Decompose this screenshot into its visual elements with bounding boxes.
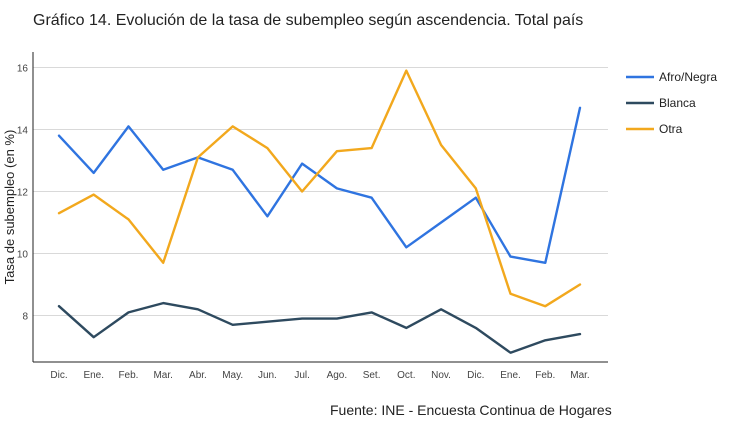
- x-tick-label: Mar.: [153, 370, 172, 381]
- legend-label: Otra: [659, 122, 683, 136]
- series-lines: [57, 69, 582, 354]
- x-tick-label: Jul.: [294, 370, 310, 381]
- x-tick-label: Nov.: [431, 370, 451, 381]
- x-tick-labels: Dic. Ene. Feb. Mar. Abr. May. Jun. Jul. Ago. Set.…: [50, 370, 589, 381]
- legend: Afro/Negra Blanca Otra: [626, 70, 717, 136]
- y-tick-labels: 8 10 12 14 16: [17, 64, 29, 323]
- x-tick-label: Ene.: [500, 370, 521, 381]
- series-line-afro-negra: [57, 106, 582, 264]
- x-tick-label: Feb.: [118, 370, 138, 381]
- y-tick-label: 8: [22, 312, 28, 323]
- x-tick-label: Ago.: [327, 370, 348, 381]
- series-line-blanca: [57, 301, 582, 354]
- source-note: Fuente: INE - Encuesta Continua de Hogar…: [330, 402, 612, 418]
- legend-label: Afro/Negra: [659, 70, 717, 84]
- x-tick-label: Oct.: [397, 370, 415, 381]
- x-tick-label: Feb.: [535, 370, 555, 381]
- x-tick-label: Dic.: [50, 370, 67, 381]
- y-tick-label: 10: [17, 250, 29, 261]
- chart-title: Gráfico 14. Evolución de la tasa de sube…: [33, 12, 584, 29]
- x-tick-label: Ene.: [83, 370, 104, 381]
- x-tick-label: Dic.: [467, 370, 484, 381]
- y-axis-label: Tasa de subempleo (en %): [2, 130, 17, 285]
- y-tick-label: 12: [17, 188, 29, 199]
- y-tick-label: 16: [17, 64, 29, 75]
- series-line-otra: [57, 69, 582, 308]
- legend-label: Blanca: [659, 96, 696, 110]
- x-tick-label: Abr.: [189, 370, 207, 381]
- x-tick-label: Set.: [363, 370, 381, 381]
- x-tick-label: May.: [222, 370, 243, 381]
- y-tick-label: 14: [17, 126, 29, 137]
- x-tick-label: Jun.: [258, 370, 277, 381]
- grid-lines: [33, 67, 608, 316]
- axes: [32, 52, 608, 363]
- x-tick-label: Mar.: [570, 370, 589, 381]
